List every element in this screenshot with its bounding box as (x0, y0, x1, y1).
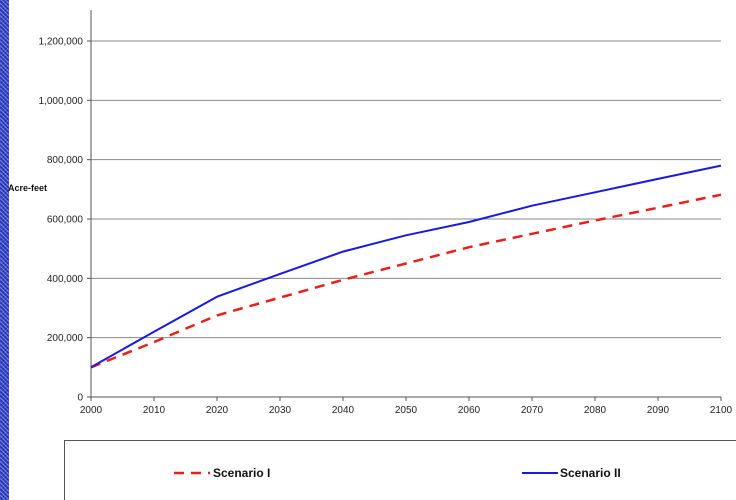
line-chart: 0 200,000 400,000 600,000 800,000 1,000,000 1,… (8, 10, 733, 416)
y-tick-label: 1,000,000 (39, 96, 84, 107)
y-tick-label: 200,000 (47, 333, 84, 344)
gridlines (91, 40, 721, 339)
slide-left-border (0, 0, 9, 500)
legend-label-scenario-2: Scenario II (560, 466, 621, 480)
x-tick-label: 2080 (584, 405, 607, 416)
legend-swatch-scenario-1 (174, 471, 210, 475)
x-tick-label: 2100 (710, 405, 733, 416)
series-line-scenario-1 (90, 193, 722, 369)
axes (87, 10, 722, 401)
x-tick-label: 2010 (143, 405, 166, 416)
legend-entry-scenario-2: Scenario II (522, 466, 621, 480)
y-tick-label: 0 (77, 393, 83, 404)
x-tick-label: 2040 (332, 405, 355, 416)
y-tick-label: 400,000 (47, 274, 84, 285)
legend-swatch-scenario-2 (522, 472, 558, 474)
x-tick-label: 2030 (269, 405, 292, 416)
x-tick-label: 2000 (80, 405, 103, 416)
x-tick-label: 2020 (206, 405, 229, 416)
x-tick-label: 2050 (395, 405, 418, 416)
y-axis-label: Acre-feet (8, 183, 47, 193)
legend-entry-scenario-1: Scenario I (173, 466, 270, 480)
legend-label-scenario-1: Scenario I (213, 466, 271, 480)
y-tick-label: 1,200,000 (39, 37, 84, 48)
y-tick-labels: 0 200,000 400,000 600,000 800,000 1,000,000 1,… (39, 37, 84, 404)
series-lines (90, 164, 722, 369)
x-tick-label: 2070 (521, 405, 544, 416)
legend: Scenario I Scenario II (64, 440, 736, 500)
y-tick-label: 800,000 (47, 155, 84, 166)
x-tick-label: 2090 (647, 405, 670, 416)
x-tick-labels: 2000 2010 2020 2030 2040 2050 2060 2070 2080 2090… (80, 405, 733, 416)
series-line-scenario-2 (90, 164, 722, 369)
y-tick-label: 600,000 (47, 215, 84, 226)
x-tick-label: 2060 (458, 405, 481, 416)
